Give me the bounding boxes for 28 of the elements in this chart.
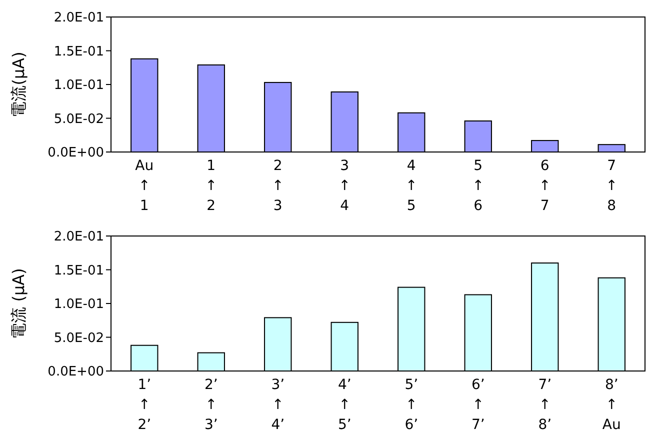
y-tick-label: 5.0E-02 <box>54 330 104 346</box>
x-tick-label: 4 ↑ 5 <box>406 158 418 214</box>
y-tick-label: 2.0E-01 <box>54 10 104 26</box>
x-tick-label: 6 ↑ 7 <box>539 158 551 214</box>
y-tick-label: 0.0E+00 <box>48 146 104 161</box>
x-tick-label: 5’ ↑ 6’ <box>404 377 418 433</box>
y-tick-label: 1.0E-01 <box>54 78 104 94</box>
x-tick-label: 2’ ↑ 3’ <box>204 377 218 433</box>
x-tick-label: Au ↑ 1 <box>135 158 154 214</box>
x-tick-label: 7’ ↑ 8’ <box>538 377 552 433</box>
y-tick-label: 2.0E-01 <box>54 230 104 245</box>
x-tick-label: 1 ↑ 2 <box>205 158 217 214</box>
y-tick-label: 5.0E-02 <box>54 112 104 127</box>
x-tick-label: 3 ↑ 4 <box>338 158 350 214</box>
y-tick-label: 0.0E+00 <box>48 364 104 380</box>
y-tick-label: 1.5E-01 <box>54 44 104 60</box>
y-axis-title: 電流 (μA) <box>9 268 28 339</box>
y-axis-title: 電流(μA) <box>9 52 28 118</box>
x-tick-label: 2 ↑ 3 <box>272 158 284 214</box>
x-tick-label: 5 ↑ 6 <box>472 158 484 214</box>
y-tick-label: 1.0E-01 <box>54 297 104 312</box>
x-tick-label: 1’ ↑ 2’ <box>138 377 152 433</box>
x-tick-label: 7 ↑ 8 <box>606 158 618 214</box>
x-tick-label: 8’ ↑ Au <box>602 377 621 433</box>
x-tick-label: 4’ ↑ 5’ <box>338 377 352 433</box>
x-tick-label: 6’ ↑ 7’ <box>471 377 485 433</box>
x-tick-label: 3’ ↑ 4’ <box>271 377 285 433</box>
y-tick-label: 1.5E-01 <box>54 263 104 278</box>
